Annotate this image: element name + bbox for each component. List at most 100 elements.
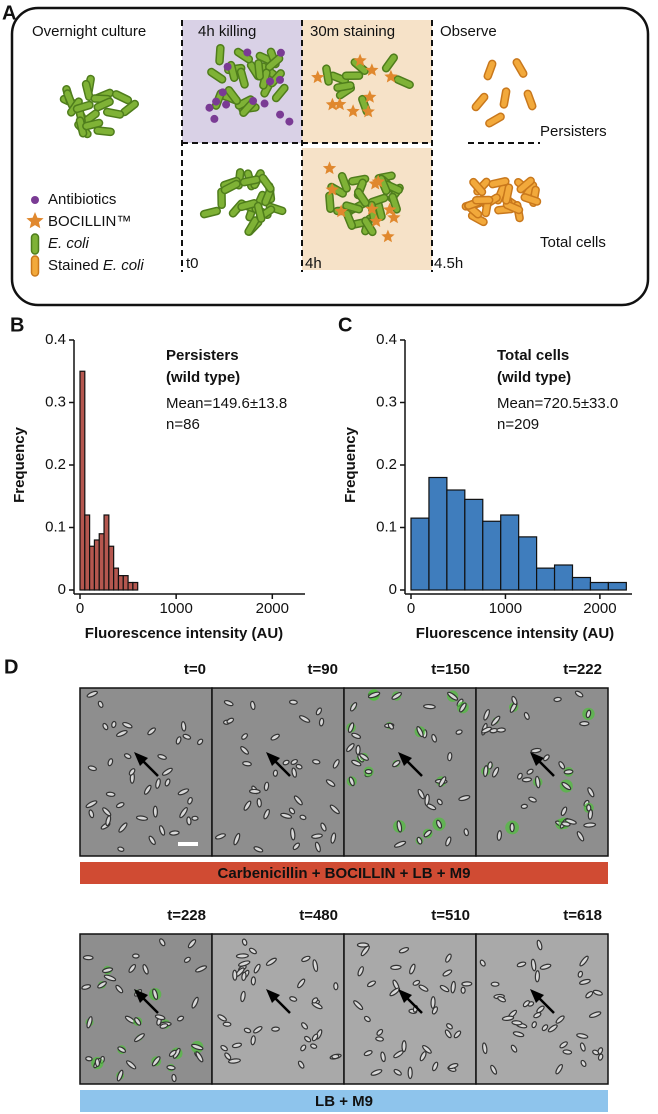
cell-image [356, 942, 370, 948]
arrow-head [530, 989, 544, 1003]
cell [471, 92, 489, 112]
cell-image [576, 831, 585, 842]
micrograph [343, 933, 477, 1085]
cell-image [417, 788, 425, 800]
bar [108, 545, 115, 591]
cell [72, 100, 94, 114]
y-tick-label: 0 [58, 581, 66, 598]
cell-image [226, 717, 235, 724]
bar [446, 489, 466, 591]
cell [471, 195, 494, 205]
cell-image [561, 821, 571, 827]
cell [253, 201, 266, 223]
cell-image [562, 1049, 573, 1055]
arrow [405, 996, 423, 1014]
cell-image [297, 978, 306, 989]
condition-label: LB + M9 [315, 1093, 373, 1110]
cell-image [541, 1024, 549, 1032]
cell-image [530, 747, 542, 754]
cell [254, 59, 264, 81]
cell-image [300, 1044, 307, 1052]
cell-image [490, 981, 500, 987]
cell-image [516, 961, 527, 968]
cell-image [143, 784, 152, 795]
bar [536, 567, 556, 591]
legend-label: Stained E. coli [48, 257, 144, 274]
x-axis-label: Fluorescence intensity (AU) [85, 625, 283, 642]
arrow [537, 759, 555, 777]
y-tick-label: 0.3 [376, 393, 397, 410]
cell-image [536, 939, 543, 951]
cell-image [147, 727, 156, 736]
antibiotic [218, 88, 227, 97]
cell-image [331, 1053, 340, 1060]
cell-image [301, 955, 311, 963]
arrow [273, 759, 291, 777]
cell-image [265, 957, 277, 966]
time-label: t=150 [431, 661, 470, 678]
cell-image [272, 769, 279, 777]
cell-image [355, 744, 361, 756]
x-axis-label: Fluorescence intensity (AU) [416, 625, 614, 642]
cell [523, 89, 537, 111]
cell-image [232, 969, 238, 981]
cell-image [253, 963, 261, 974]
illustrations [26, 43, 542, 277]
cell-image [577, 970, 584, 978]
cell-image [463, 828, 469, 837]
cell-image [311, 997, 319, 1004]
panel-a-frame [10, 6, 650, 307]
cell-image [555, 1015, 565, 1024]
cell-image [392, 760, 401, 768]
cell-image [182, 733, 192, 740]
bocillin [322, 161, 337, 175]
cell-image [233, 832, 241, 846]
outcome-label: Total cells [540, 234, 606, 251]
cell-image [520, 803, 528, 810]
cell-image [187, 939, 197, 949]
cell-image [175, 736, 182, 745]
cell-image [195, 965, 208, 973]
cell-image [490, 1064, 498, 1075]
cell-image [539, 963, 552, 970]
bar [127, 581, 134, 591]
cell-image [191, 1043, 204, 1051]
cell-image [333, 982, 339, 991]
dividers [181, 20, 540, 272]
cell-image [412, 979, 421, 986]
cell-image [483, 708, 490, 721]
cell-image [490, 715, 501, 726]
cell-image [253, 846, 264, 853]
cell [361, 216, 377, 237]
cell-image [357, 966, 364, 977]
arrow-head [398, 989, 412, 1003]
cell-image [496, 727, 506, 733]
arrow [273, 996, 291, 1014]
cell-image [445, 953, 452, 963]
chart-title: (wild type) [166, 369, 240, 386]
cell-image [522, 1000, 530, 1008]
cell [485, 112, 505, 128]
bar [98, 533, 105, 591]
staining-background [302, 148, 432, 270]
cell-image [380, 1051, 386, 1063]
bocillin [325, 182, 339, 196]
cell-image [196, 738, 204, 746]
cell-image [387, 722, 395, 730]
step-label: 30m staining [310, 23, 395, 40]
cell-image [301, 1022, 309, 1030]
antibiotic [276, 48, 285, 57]
cell-image [332, 759, 340, 769]
cell-image [85, 800, 98, 809]
condition-label: Carbenicillin + BOCILLIN + LB + M9 [218, 865, 471, 882]
cell-image [231, 1042, 243, 1049]
cell-image [154, 1014, 166, 1021]
step-label: Observe [440, 23, 497, 40]
cell-image [438, 776, 447, 788]
cell-image [97, 981, 107, 989]
cell-image [183, 956, 191, 963]
arrow [141, 759, 159, 777]
cell [322, 64, 333, 86]
outcome-label: Persisters [540, 123, 607, 140]
bar [482, 520, 502, 591]
